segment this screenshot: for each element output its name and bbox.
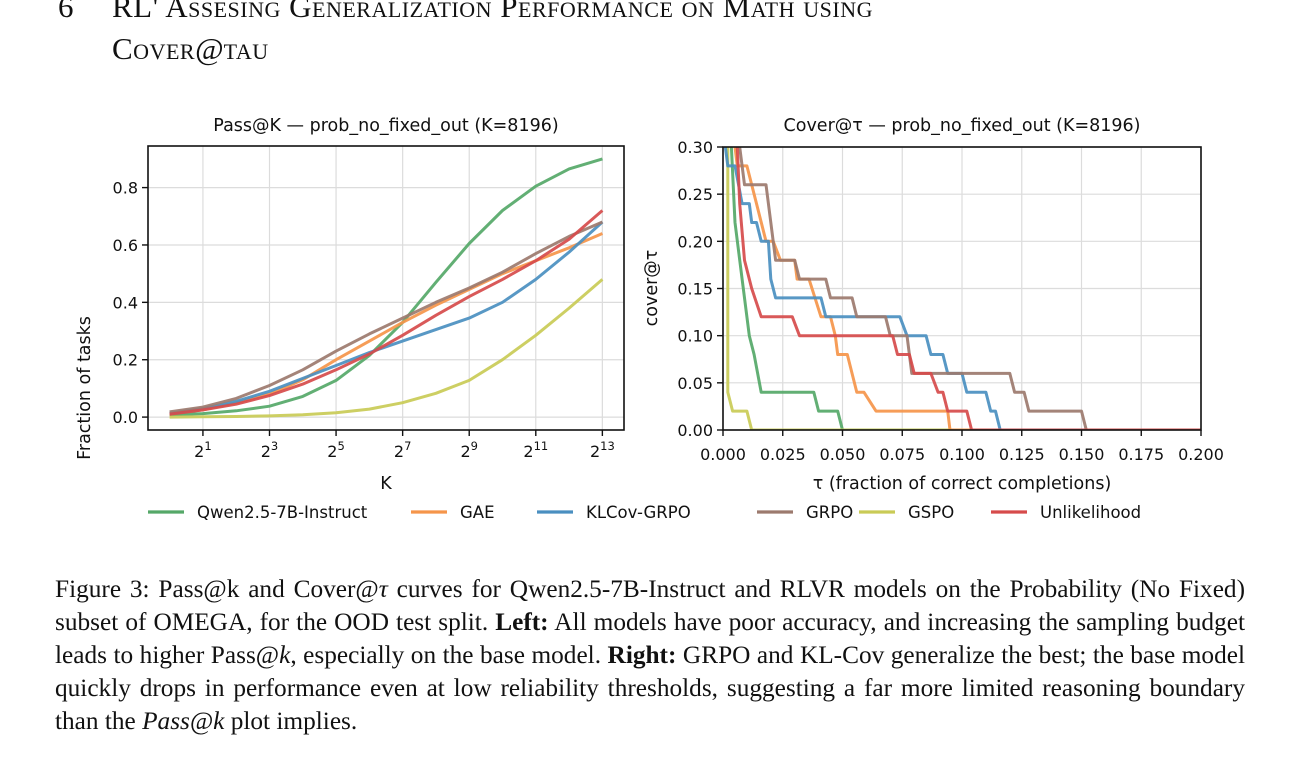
- pass-at-k-frame: [147, 145, 625, 431]
- line-qwen2-5-7b-instruct: [729, 147, 1201, 430]
- caption-k: k: [279, 641, 291, 669]
- y-tick-label: 0.6: [113, 236, 138, 255]
- y-tick-label: 0.8: [113, 179, 138, 198]
- x-tick-label: 0.075: [879, 445, 925, 464]
- pass-at-k-grid: [148, 146, 624, 430]
- caption-passk: Pass@k: [142, 707, 225, 735]
- line-unlikelihood: [735, 147, 1201, 430]
- y-tick-label: 0.4: [113, 293, 138, 312]
- caption-left-label: Left:: [495, 608, 549, 636]
- legend-item-klcov-grpo: KLCov-GRPO: [537, 503, 691, 522]
- caption-part4: , especially on the base model.: [290, 641, 608, 669]
- y-tick-label: 0.15: [677, 280, 713, 299]
- legend-label: Unlikelihood: [1040, 503, 1141, 522]
- section-title-cover: Cover: [112, 31, 196, 66]
- pass-at-k-yticks: 0.0 0.2 0.4 0.6 0.8: [113, 179, 148, 427]
- x-tick-label: 27: [394, 439, 412, 461]
- caption-part3: All models have poor accuracy, and incre…: [55, 608, 1245, 669]
- caption-part2: curves for Qwen2.5-7B-Instruct and RLVR …: [55, 575, 1245, 636]
- line-grpo: [169, 220, 603, 414]
- legend-label: Qwen2.5-7B-Instruct: [197, 503, 368, 522]
- figure: Pass@K — prob_no_fixed_out (K=8196) 21 23…: [75, 116, 1224, 522]
- caption-tau: τ: [378, 575, 388, 603]
- cover-at-tau-chart: Cover@τ — prob_no_fixed_out (K=8196) 0.0…: [642, 116, 1224, 494]
- caption-part1: Pass@k and Cover@: [149, 575, 379, 603]
- y-tick-label: 0.10: [677, 327, 713, 346]
- x-tick-label: 211: [523, 439, 548, 461]
- caption-part6: plot implies.: [224, 707, 358, 735]
- x-tick-label: 29: [460, 439, 478, 461]
- legend-item-gae: GAE: [411, 503, 495, 522]
- y-tick-label: 0.00: [677, 421, 713, 440]
- legend-item-unlikelihood: Unlikelihood: [991, 503, 1141, 522]
- pass-at-k-xticks: 21 23 25 27 29 211 213: [194, 430, 615, 461]
- caption-right-label: Right:: [607, 641, 677, 669]
- cover-at-tau-xticks: 0.000 0.025 0.050 0.075 0.100 0.125 0.150 0.175…: [700, 430, 1224, 464]
- section-title-at: @: [195, 31, 224, 66]
- section-heading: 6 RL' Assesing Generalization Performance…: [58, 0, 873, 70]
- x-tick-label: 0.125: [999, 445, 1045, 464]
- pass-at-k-ylabel: Fraction of tasks: [75, 316, 95, 460]
- y-tick-label: 0.30: [677, 138, 713, 157]
- section-number: 6: [58, 0, 74, 24]
- legend-item-gspo: GSPO: [859, 503, 954, 522]
- line-qwen2-5-7b-instruct: [169, 157, 603, 417]
- x-tick-label: 0.150: [1059, 445, 1105, 464]
- y-tick-label: 0.0: [113, 408, 138, 427]
- y-tick-label: 0.25: [677, 185, 713, 204]
- x-tick-label: 0.100: [939, 445, 985, 464]
- x-tick-label: 0.050: [820, 445, 866, 464]
- pass-at-k-title: Pass@K — prob_no_fixed_out (K=8196): [213, 116, 558, 136]
- legend-label: GSPO: [908, 503, 954, 522]
- legend-label: GRPO: [806, 503, 853, 522]
- caption-part5: GRPO and KL-Cov generalize the best; the…: [55, 641, 1245, 735]
- section-title-tau: tau: [223, 31, 269, 66]
- cover-at-tau-yticks: 0.00 0.05 0.10 0.15 0.20 0.25 0.30: [677, 138, 723, 440]
- x-tick-label: 0.025: [760, 445, 806, 464]
- line-klcov-grpo: [169, 220, 604, 415]
- section-heading-line2: Cover@tau: [58, 28, 873, 70]
- legend: Qwen2.5-7B-Instruct GAE KLCov-GRPO GRPO GSPO…: [148, 503, 1141, 522]
- cover-at-tau-grid: [722, 146, 1202, 431]
- section-heading-line1: 6 RL' Assesing Generalization Performance…: [58, 0, 873, 28]
- y-tick-label: 0.05: [677, 374, 713, 393]
- y-tick-label: 0.20: [677, 232, 713, 251]
- section-title-line1: RL' Assesing Generalization Performance …: [112, 0, 873, 24]
- x-tick-label: 21: [194, 439, 212, 461]
- line-gspo: [169, 278, 604, 419]
- line-gspo: [726, 147, 1201, 430]
- line-grpo: [738, 147, 1201, 430]
- legend-label: GAE: [460, 503, 495, 522]
- cover-at-tau-xlabel: τ (fraction of correct completions): [813, 474, 1112, 494]
- line-gae: [733, 147, 1201, 430]
- x-tick-label: 0.000: [700, 445, 746, 464]
- x-tick-label: 213: [590, 439, 615, 461]
- x-tick-label: 0.200: [1178, 445, 1224, 464]
- x-tick-label: 23: [261, 439, 279, 461]
- pass-at-k-xlabel: K: [380, 474, 392, 494]
- pass-at-k-lines: [169, 157, 604, 419]
- y-tick-label: 0.2: [113, 351, 138, 370]
- cover-at-tau-title: Cover@τ — prob_no_fixed_out (K=8196): [784, 116, 1141, 136]
- x-tick-label: 0.175: [1118, 445, 1164, 464]
- legend-item-grpo: GRPO: [757, 503, 853, 522]
- caption-label: Figure 3:: [55, 575, 150, 603]
- legend-item-qwen2-5-7b-instruct: Qwen2.5-7B-Instruct: [148, 503, 368, 522]
- figure-caption: Figure 3: Pass@k and Cover@τ curves for …: [55, 573, 1245, 738]
- cover-at-tau-lines: [723, 147, 1201, 430]
- x-tick-label: 25: [327, 439, 345, 461]
- line-unlikelihood: [169, 209, 604, 416]
- pass-at-k-chart: Pass@K — prob_no_fixed_out (K=8196) 21 23…: [75, 116, 625, 494]
- cover-at-tau-ylabel: cover@τ: [642, 250, 662, 327]
- legend-label: KLCov-GRPO: [586, 503, 691, 522]
